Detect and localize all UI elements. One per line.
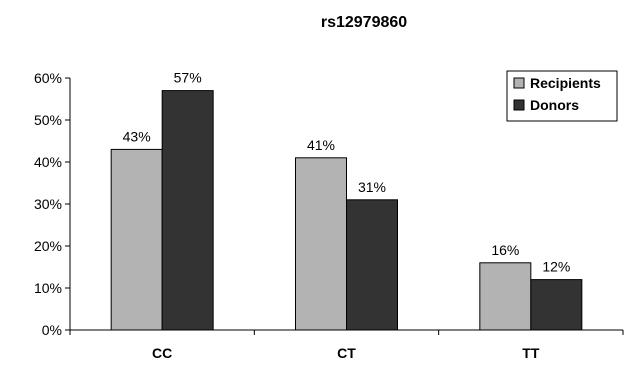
legend-swatch <box>513 77 525 89</box>
chart-title: rs12979860 <box>321 14 407 31</box>
bar-recipients-tt <box>479 262 532 331</box>
y-tick-label: 60% <box>34 70 62 86</box>
x-tick-label: TT <box>522 345 540 361</box>
bar-donors-cc <box>161 90 214 331</box>
bar-recipients-ct <box>295 157 347 331</box>
legend-label: Recipients <box>530 75 601 91</box>
y-tick-label: 10% <box>34 280 62 296</box>
y-tick-label: 30% <box>34 196 62 212</box>
data-label: 12% <box>542 259 570 275</box>
data-label: 41% <box>307 137 335 153</box>
legend: Recipients Donors <box>506 70 618 122</box>
bar-donors-tt <box>530 279 583 331</box>
y-tick-label: 50% <box>34 112 62 128</box>
x-tick-label: CC <box>152 345 172 361</box>
bars: 43% 57% 41% 31% 16% 12% <box>110 70 583 331</box>
bar-recipients-cc <box>110 148 163 331</box>
data-label: 57% <box>174 70 202 86</box>
data-label: 43% <box>123 128 151 144</box>
data-label: 16% <box>491 242 519 258</box>
x-tick-label: CT <box>337 345 356 361</box>
y-tick-label: 20% <box>34 238 62 254</box>
legend-box <box>506 70 618 122</box>
legend-swatch <box>513 99 525 111</box>
y-tick-label: 40% <box>34 154 62 170</box>
bar-donors-ct <box>346 199 398 331</box>
legend-label: Donors <box>530 97 579 113</box>
data-label: 31% <box>358 179 386 195</box>
y-tick-label: 0% <box>42 322 62 338</box>
